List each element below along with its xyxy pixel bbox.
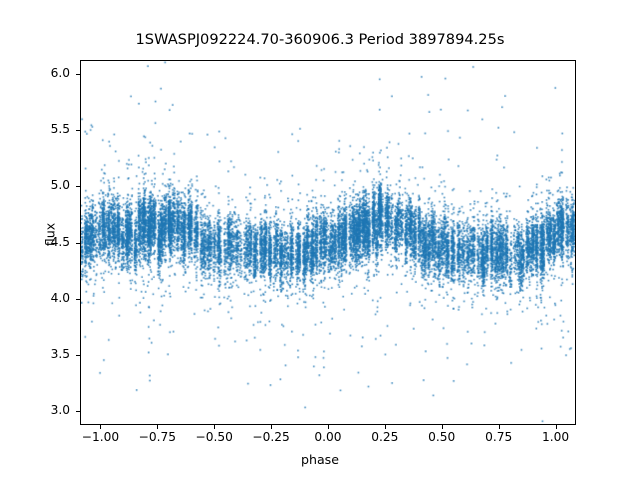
y-tick (76, 411, 80, 413)
y-tick-label: 4.0 (50, 290, 70, 305)
y-tick-label: 6.0 (50, 65, 70, 80)
y-tick-label: 5.5 (50, 121, 70, 136)
x-tick-label: −0.75 (138, 430, 177, 444)
y-tick-label: 4.5 (50, 234, 70, 249)
y-tick (76, 298, 80, 300)
x-axis-label: phase (300, 452, 339, 467)
x-tick-label: 0.75 (485, 430, 513, 444)
x-tick (100, 425, 102, 429)
x-tick-label: −1.00 (81, 430, 120, 444)
x-tick (157, 425, 159, 429)
x-tick (441, 425, 443, 429)
chart-title: 1SWASPJ092224.70-360906.3 Period 3897894… (135, 31, 505, 48)
x-tick-label: 0.00 (314, 430, 342, 444)
x-tick-label: −0.50 (195, 430, 233, 444)
y-tick (76, 73, 80, 75)
y-tick-label: 5.0 (50, 178, 70, 193)
y-tick (76, 242, 80, 244)
y-tick-label: 3.5 (50, 347, 70, 362)
x-tick-label: 1.00 (541, 430, 570, 444)
y-tick (76, 186, 80, 188)
x-tick-label: 0.25 (371, 430, 399, 444)
x-tick-label: −0.25 (252, 430, 290, 444)
x-tick (555, 425, 557, 429)
plot-area (80, 60, 576, 425)
scatter-points (81, 61, 575, 424)
x-tick (214, 425, 216, 429)
y-tick-label: 3.0 (50, 403, 70, 418)
y-axis-label: flux (42, 222, 58, 247)
x-tick (498, 425, 500, 429)
y-tick (76, 129, 80, 131)
x-tick (328, 425, 329, 429)
x-tick (384, 425, 386, 429)
x-tick-label: 0.50 (428, 430, 456, 444)
x-tick (271, 425, 273, 429)
y-tick (76, 355, 80, 357)
